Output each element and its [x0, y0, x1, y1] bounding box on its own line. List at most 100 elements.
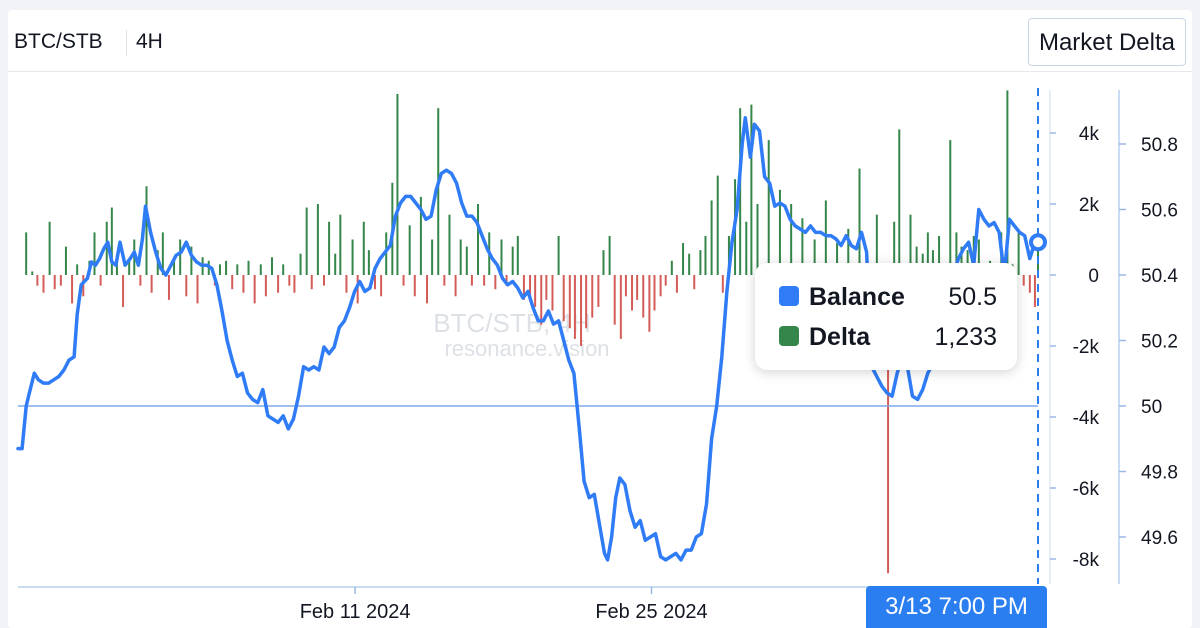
- delta-bar: [1006, 90, 1009, 276]
- delta-bar: [264, 275, 267, 297]
- delta-bar: [36, 275, 39, 286]
- delta-bar: [122, 275, 125, 307]
- delta-bar: [670, 260, 673, 275]
- delta-bar: [704, 235, 707, 275]
- delta-bar: [949, 140, 952, 275]
- balance-swatch: [779, 286, 799, 306]
- delta-bar: [282, 264, 285, 275]
- delta-bar: [426, 275, 429, 304]
- delta-bar: [619, 275, 622, 339]
- market-delta-button[interactable]: Market Delta: [1027, 18, 1186, 66]
- delta-bar: [253, 275, 256, 304]
- delta-bar: [483, 275, 486, 286]
- delta-bar: [105, 221, 108, 275]
- interval-label[interactable]: 4H: [136, 30, 163, 53]
- delta-bar: [42, 275, 45, 293]
- delta-bar: [437, 108, 440, 276]
- delta-bar: [938, 235, 941, 275]
- symbol-label[interactable]: BTC/STB: [14, 30, 103, 53]
- delta-bar: [597, 275, 600, 307]
- delta-bar: [960, 246, 963, 275]
- tooltip-delta-label: Delta: [809, 323, 871, 351]
- delta-bar: [562, 275, 565, 322]
- delta-bar: [477, 204, 480, 275]
- delta-bar: [710, 200, 713, 275]
- delta-swatch: [779, 326, 799, 346]
- delta-bar: [323, 275, 325, 286]
- delta-bar: [196, 275, 199, 304]
- tooltip-balance-value: 50.5: [948, 283, 997, 311]
- delta-bar: [128, 260, 131, 275]
- delta-bar: [431, 239, 434, 275]
- delta-bar: [494, 275, 497, 290]
- delta-bar: [926, 232, 929, 275]
- delta-bar: [893, 221, 896, 275]
- delta-bar: [31, 271, 34, 275]
- delta-bar: [540, 275, 543, 325]
- delta-bar: [242, 275, 245, 293]
- balance-tick-label: 49.8: [1141, 463, 1178, 484]
- balance-tick-label: 50.6: [1141, 201, 1178, 222]
- delta-bar: [443, 275, 446, 286]
- delta-bar: [716, 175, 719, 275]
- delta-bar: [231, 275, 234, 290]
- balance-tick-label: 50: [1141, 397, 1162, 418]
- delta-bar: [334, 253, 337, 275]
- delta-bar: [71, 275, 74, 304]
- delta-bar: [145, 186, 148, 275]
- delta-bar: [179, 239, 182, 275]
- delta-bar: [190, 246, 193, 275]
- delta-bar: [185, 275, 188, 297]
- delta-tick-label: 4k: [1079, 124, 1100, 145]
- delta-tick-label: 2k: [1079, 195, 1100, 216]
- delta-bar: [875, 214, 878, 275]
- delta-bar: [454, 275, 457, 297]
- delta-bar: [756, 204, 759, 275]
- delta-bar: [64, 246, 67, 275]
- crosshair-marker: [1029, 233, 1047, 252]
- delta-bar: [847, 228, 850, 275]
- delta-bar: [500, 239, 503, 275]
- delta-bar: [659, 275, 662, 297]
- delta-bar: [99, 275, 102, 286]
- delta-bar: [385, 232, 388, 275]
- delta-bar: [225, 260, 228, 275]
- delta-bar: [150, 275, 153, 293]
- delta-bar: [778, 189, 781, 275]
- x-tick-label: Feb 11 2024: [300, 601, 411, 623]
- delta-bar: [585, 275, 588, 329]
- delta-bar: [511, 246, 514, 275]
- delta-bar: [909, 214, 912, 275]
- delta-bar: [1017, 228, 1020, 275]
- delta-bar: [545, 275, 548, 300]
- delta-bar: [642, 275, 645, 318]
- delta-bar: [898, 129, 901, 275]
- delta-bar: [310, 275, 313, 290]
- delta-bar: [608, 235, 611, 275]
- delta-bar: [270, 257, 273, 275]
- delta-bar: [613, 275, 616, 325]
- delta-bar: [505, 275, 508, 286]
- delta-bar: [801, 218, 804, 275]
- balance-tick-label: 50.8: [1141, 135, 1178, 156]
- delta-bar: [591, 275, 594, 318]
- delta-bar: [529, 275, 532, 297]
- delta-bar: [767, 140, 770, 275]
- delta-bar: [966, 250, 969, 275]
- delta-bar: [25, 232, 28, 275]
- delta-bar: [305, 207, 308, 275]
- delta-bar: [745, 221, 748, 275]
- delta-bar: [1033, 275, 1036, 307]
- delta-bar: [522, 275, 525, 300]
- delta-bar: [688, 253, 691, 275]
- delta-bar: [288, 275, 291, 286]
- watermark-title: BTC/STB, 4H: [433, 308, 590, 338]
- delta-bar: [48, 221, 51, 275]
- delta-bar: [402, 275, 405, 286]
- watermark-subtitle: resonance.vision: [444, 336, 609, 361]
- delta-bar: [675, 275, 678, 293]
- tooltip-row-delta: Delta 1,233: [779, 321, 997, 351]
- delta-bar: [516, 235, 519, 275]
- tooltip-balance-label: Balance: [809, 283, 905, 311]
